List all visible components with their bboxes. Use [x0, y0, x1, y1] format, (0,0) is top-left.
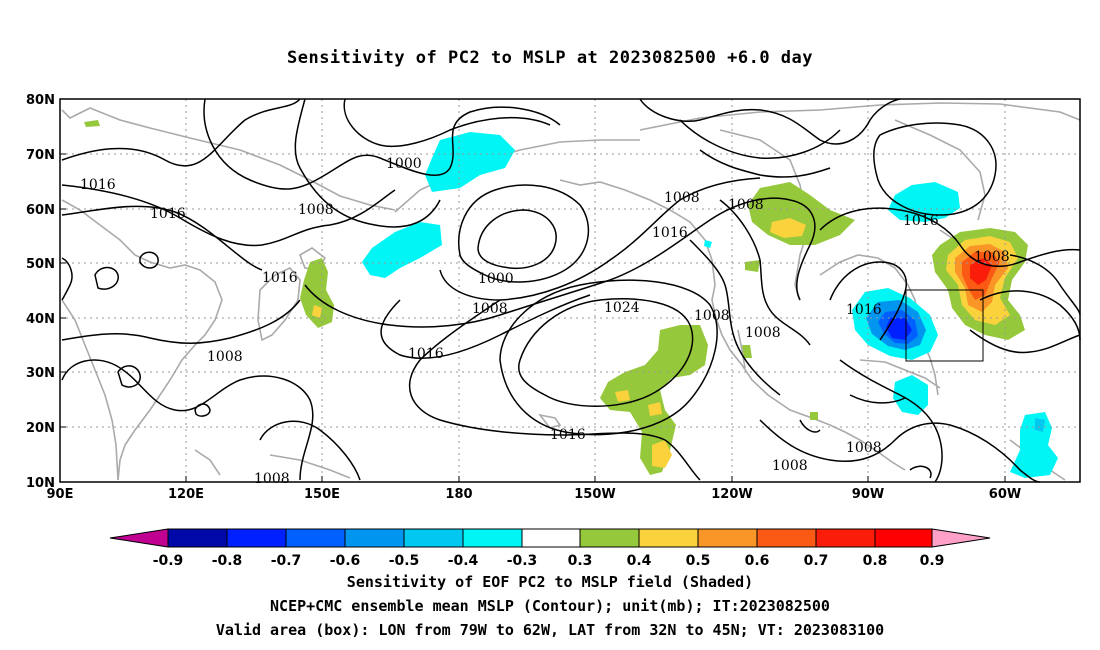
- lat-label: 30N: [26, 366, 55, 381]
- lat-label: 80N: [26, 93, 55, 108]
- lon-label: 60W: [989, 487, 1021, 502]
- colorbar-label: 0.8: [863, 553, 888, 569]
- colorbar-label: 0.6: [745, 553, 770, 569]
- colorbar-swatch: [521, 528, 581, 548]
- contour-label: 1008: [298, 202, 334, 218]
- latitude-labels: 80N 70N 60N 50N 40N 30N 20N 10N: [26, 93, 55, 491]
- lat-label: 50N: [26, 257, 55, 272]
- contour-label: 1008: [472, 301, 508, 317]
- colorbar-label: 0.3: [568, 553, 593, 569]
- colorbar-swatch: [344, 528, 405, 548]
- lat-label: 20N: [26, 421, 55, 436]
- contour-label: 1008: [664, 190, 700, 206]
- grid-lines: [60, 99, 1080, 482]
- colorbar-swatch: [874, 528, 933, 548]
- colorbar-swatch: [579, 528, 640, 548]
- contour-label: 1016: [262, 270, 298, 286]
- colorbar-swatch: [756, 528, 817, 548]
- contour-label: 1016: [80, 177, 116, 193]
- contour-label: 1008: [772, 458, 808, 474]
- contour-label: 1008: [254, 471, 290, 487]
- colorbar-label: -0.9: [153, 553, 184, 569]
- sensitivity-shading: [84, 120, 1058, 478]
- lon-label: 150W: [574, 487, 615, 502]
- colorbar-label: 0.4: [627, 553, 652, 569]
- colorbar-label: 0.7: [804, 553, 829, 569]
- colorbar-label: -0.3: [507, 553, 538, 569]
- contour-label: 1016: [408, 346, 444, 362]
- lon-label: 180: [445, 487, 472, 502]
- lon-label: 90W: [852, 487, 884, 502]
- colorbar: [109, 528, 991, 548]
- contour-labels: 1016 1016 1000 1008 1016 1000 1008 1016 …: [80, 156, 1010, 487]
- lon-label: 120E: [168, 487, 204, 502]
- caption-line-2: NCEP+CMC ensemble mean MSLP (Contour); u…: [270, 597, 830, 615]
- colorbar-label: 0.5: [686, 553, 711, 569]
- colorbar-swatch-low-extend: [109, 528, 169, 548]
- colorbar-label: -0.8: [212, 553, 243, 569]
- colorbar-label: -0.7: [271, 553, 302, 569]
- contour-label: 1016: [550, 427, 586, 443]
- contour-label: 1008: [745, 325, 781, 341]
- mslp-contours: [61, 98, 1081, 483]
- colorbar-swatch: [403, 528, 464, 548]
- colorbar-label: 0.9: [920, 553, 945, 569]
- colorbar-swatch: [167, 528, 228, 548]
- contour-label: 1024: [604, 300, 640, 316]
- colorbar-swatch: [638, 528, 699, 548]
- chart-title: Sensitivity of PC2 to MSLP at 2023082500…: [286, 48, 813, 68]
- lat-label: 40N: [26, 312, 55, 327]
- colorbar-label: -0.5: [389, 553, 420, 569]
- tick-marks: [60, 98, 1006, 483]
- contour-label: 1016: [652, 225, 688, 241]
- colorbar-swatch: [462, 528, 523, 548]
- colorbar-swatch: [226, 528, 287, 548]
- lon-label: 90E: [47, 487, 74, 502]
- colorbar-swatch-high-extend: [931, 528, 991, 548]
- lat-label: 60N: [26, 203, 55, 218]
- contour-label: 1016: [846, 302, 882, 318]
- contour-label: 1016: [903, 213, 939, 229]
- contour-label: 1000: [386, 156, 422, 172]
- contour-label: 1008: [207, 349, 243, 365]
- valid-area-box: [905, 289, 984, 362]
- colorbar-swatch: [697, 528, 758, 548]
- colorbar-swatch: [285, 528, 346, 548]
- lon-label: 120W: [711, 487, 752, 502]
- lat-label: 10N: [26, 476, 55, 491]
- longitude-labels: 90E 120E 150E 180 150W 120W 90W 60W: [47, 487, 1022, 502]
- contour-label: 1008: [974, 249, 1010, 265]
- map-frame: [59, 98, 1081, 483]
- contour-label: 1008: [694, 308, 730, 324]
- colorbar-label: -0.6: [330, 553, 361, 569]
- colorbar-label: -0.4: [448, 553, 479, 569]
- contour-label: 1008: [846, 440, 882, 456]
- contour-label: 1000: [478, 271, 514, 287]
- caption-line-1: Sensitivity of EOF PC2 to MSLP field (Sh…: [346, 573, 754, 591]
- lat-label: 70N: [26, 148, 55, 163]
- colorbar-labels: -0.9 -0.8 -0.7 -0.6 -0.5 -0.4 -0.3 0.3 0…: [153, 553, 945, 569]
- lon-label: 150E: [304, 487, 340, 502]
- contour-label: 1016: [150, 206, 186, 222]
- caption-line-3: Valid area (box): LON from 79W to 62W, L…: [215, 621, 885, 639]
- contour-label: 1008: [728, 197, 764, 213]
- colorbar-swatch: [815, 528, 876, 548]
